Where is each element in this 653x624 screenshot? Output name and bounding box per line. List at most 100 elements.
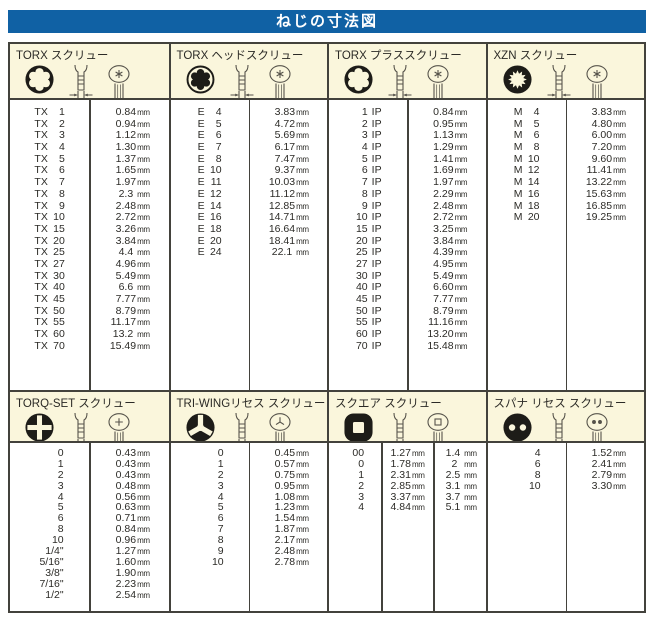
unit-label: mm [137, 108, 150, 117]
value-number: 14.71 [268, 211, 296, 224]
size-value: 2.72 mm [407, 211, 485, 223]
size-number: 11 [210, 176, 222, 189]
value-number: 1.69 [433, 164, 454, 177]
size-prefix: TX [34, 281, 48, 294]
size-label: TX 5 [10, 153, 89, 165]
unit-label: mm [296, 224, 309, 234]
table-row: 55 IP 11.16 mm [329, 316, 486, 328]
size-label: 5 [171, 501, 249, 513]
table-row: TX 6 1.65 mm [10, 164, 169, 176]
unit-label: mm [296, 459, 309, 469]
size-value: 0.75 mm [249, 469, 327, 481]
size-suffix: IP [371, 141, 382, 154]
size-value: 1.27 mm [381, 447, 433, 459]
panel-header: TORX スクリュー [10, 44, 169, 100]
unit-label: mm [454, 236, 468, 246]
value-number: 11.12 [269, 187, 296, 200]
table-row: 5 0.63 mm [10, 501, 169, 513]
value-number: 3.1 [445, 479, 464, 492]
size-label: 55 IP [329, 316, 407, 328]
size-value: 15.49 mm [89, 340, 168, 352]
size-value: 1.27 mm [89, 545, 168, 557]
value-number: 0.57 [274, 457, 296, 470]
screw-side-view-icon [546, 64, 572, 98]
unit-label: mm [613, 201, 626, 211]
size-number: 6 [361, 164, 368, 177]
size-prefix: E [197, 176, 205, 189]
size-prefix: TX [34, 117, 48, 130]
value-number: 2.48 [433, 199, 454, 212]
size-number: 1 [358, 468, 365, 481]
size-label: 1 [171, 458, 249, 470]
size-number: 1/4" [45, 545, 64, 558]
size-suffix: IP [371, 234, 382, 247]
column-divider [565, 443, 568, 611]
column-divider [248, 443, 251, 611]
size-label: 6 IP [329, 164, 407, 176]
size-suffix: IP [371, 257, 382, 270]
table-row: TX 10 2.72 mm [10, 211, 169, 223]
size-number: 3/8" [45, 566, 64, 579]
size-label: 3 IP [329, 129, 407, 141]
unit-label: mm [464, 481, 477, 491]
unit-label: mm [296, 154, 309, 164]
size-number: 5 [361, 152, 368, 165]
size-value: 0.84 mm [89, 106, 168, 118]
value-number: 9.37 [274, 164, 296, 177]
value-number: 7.47 [274, 152, 296, 165]
unit-label: mm [454, 154, 468, 164]
panel-header: TRI-WINGリセス スクリュー [170, 392, 327, 443]
size-number: 9 [361, 199, 368, 212]
unit-label: mm [137, 236, 150, 246]
size-value: 2.23 mm [89, 578, 168, 590]
size-value: 8.79 mm [89, 305, 168, 317]
size-label: 0 [329, 458, 381, 470]
size-value: 3.1 mm [433, 480, 485, 492]
size-label: TX 50 [10, 305, 89, 317]
unit-label: mm [454, 330, 468, 340]
size-number: 8 [57, 523, 64, 536]
value-number: 1.78 [390, 457, 411, 470]
size-value: 2.3 mm [89, 188, 168, 200]
panel-header: TORQ-SET スクリュー [10, 392, 169, 443]
value-number: 10.03 [268, 176, 296, 189]
size-label: 4 [329, 501, 381, 513]
size-value: 2.48 mm [407, 200, 485, 212]
unit-label: mm [137, 295, 150, 304]
table-row: 3 3.37 mm 3.7 mm [329, 491, 486, 503]
table-row: 15 IP 3.25 mm [329, 223, 486, 235]
unit-label: mm [464, 470, 477, 480]
value-number: 15.49 [109, 339, 137, 352]
size-number: 40 [53, 281, 65, 294]
size-value: 11.16 mm [407, 316, 485, 328]
unit-label: mm [454, 189, 468, 199]
size-number: 0 [217, 447, 224, 459]
value-number: 2.72 [115, 211, 137, 224]
unit-label: mm [137, 568, 150, 578]
size-number: 2 [358, 479, 365, 492]
size-value: 2 mm [433, 458, 485, 470]
value-number: 11.17 [110, 316, 137, 329]
table-row: 2 0.75 mm [171, 469, 328, 481]
unit-label: mm [137, 306, 150, 316]
size-number: 40 [355, 281, 368, 294]
unit-label: mm [454, 166, 468, 176]
size-value: 0.71 mm [89, 512, 168, 524]
table-row: 8 0.84 mm [10, 523, 169, 536]
size-number: 7/16" [39, 577, 64, 590]
value-number: 2.78 [274, 555, 296, 568]
value-number: 1.4 [445, 447, 464, 459]
size-label: 8 [10, 523, 89, 535]
table-row: E 5 4.72 mm [171, 118, 328, 130]
value-number: 0.84 [115, 523, 137, 536]
value-number: 1.37 [115, 152, 137, 165]
table-row: 50 IP 8.79 mm [329, 305, 486, 317]
size-prefix: E [197, 234, 205, 247]
size-prefix: TX [34, 246, 48, 259]
size-number: 7 [361, 176, 368, 189]
value-number: 1.52 [591, 447, 613, 459]
screw-side-view-icon [68, 64, 94, 98]
size-value: 2.31 mm [381, 469, 433, 481]
